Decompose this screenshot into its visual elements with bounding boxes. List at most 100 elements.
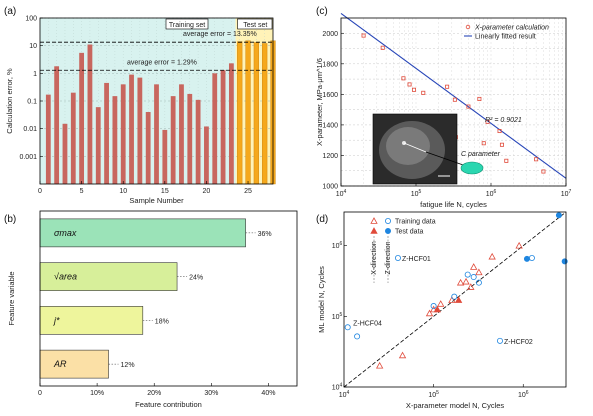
y-tick-label: 1800: [322, 61, 338, 68]
x-tick-label: 104: [339, 390, 350, 399]
x-tick-label: 20: [203, 188, 211, 195]
data-point: [429, 305, 438, 313]
panel-c: (c) X-parameter calculation Linearly fit…: [315, 6, 572, 209]
panel-c-frame: [340, 17, 567, 187]
data-point: [354, 333, 361, 340]
data-point: [451, 293, 458, 300]
panel-b-ylabel: Feature variable: [7, 271, 16, 325]
train-bar: [45, 94, 51, 184]
legend-fit: Linearly fitted result: [475, 34, 536, 41]
c-parameter-annotation: C parameter: [461, 151, 501, 158]
x-tick-label: 10%: [90, 390, 104, 397]
train-bar: [195, 99, 201, 184]
c-parameter-shape: [460, 161, 484, 175]
data-point: [401, 76, 406, 81]
panel-c-label: (c): [316, 6, 328, 17]
train-bar: [137, 77, 143, 184]
train-bar: [70, 92, 76, 184]
data-point: [470, 263, 478, 270]
data-point: [515, 241, 523, 249]
data-point: [344, 324, 351, 331]
panel-d-label: (d): [316, 214, 328, 225]
annotation-z-hcf01: Z-HCF01: [402, 256, 431, 263]
value-label: 24%: [189, 275, 203, 282]
x-tick-label: 104: [336, 189, 347, 198]
panel-d-ylabel: ML model N, Cycles: [317, 266, 326, 333]
annotation-z-hcf02: Z-HCF02: [504, 339, 533, 346]
data-point: [433, 305, 442, 313]
data-point: [456, 278, 465, 286]
data-point: [523, 255, 530, 262]
y-tick-label: 0.01: [23, 126, 37, 133]
data-point: [504, 158, 509, 163]
panel-a-ylabel: Calculation error, %: [5, 68, 14, 134]
fracture-image-inset: [372, 113, 484, 185]
panel-b: (b) 36% σmax 24% √area 18% j* 12% AR 0 10% 20% 30%…: [4, 210, 298, 409]
panel-d-frame: [343, 211, 567, 388]
x-tick-label: 25: [244, 188, 252, 195]
x-tick-label: 10: [119, 188, 127, 195]
data-point: [380, 45, 385, 50]
feature-label: AR: [53, 359, 67, 369]
legend-training: Training data: [395, 219, 436, 226]
panel-a-ticks: 0.001 0.01 0.1 1 10 100 0 5 10 15 20 25: [19, 16, 252, 196]
panel-b-label: (b): [4, 214, 16, 225]
x-tick-label: 105: [428, 390, 439, 399]
train-bar: [204, 126, 209, 184]
panel-b-xlabel: Feature contribution: [135, 400, 202, 409]
test-bar: [245, 40, 251, 185]
legend-marker: [384, 217, 391, 224]
panel-a-xlabel: Sample Number: [129, 196, 184, 205]
feature-label: σmax: [54, 228, 77, 238]
train-bar: [95, 107, 101, 184]
fracture-zone: [386, 127, 430, 165]
train-bar: [112, 96, 118, 184]
panel-a-label: (a): [4, 6, 16, 17]
train-bar: [212, 73, 218, 184]
x-tick-label: 106: [486, 189, 497, 198]
panel-d-legend: Training data Test data X-direction Z-direc…: [370, 217, 436, 283]
x-tick-label: 15: [161, 188, 169, 195]
panel-b-bars: 36% σmax 24% √area 18% j* 12% AR: [39, 218, 272, 379]
data-point: [411, 87, 416, 92]
test-label-frame: [237, 18, 273, 30]
test-bar: [237, 41, 243, 185]
feature-label: j*: [53, 315, 60, 325]
train-bar: [54, 66, 60, 184]
x-tick-label: 107: [561, 189, 572, 198]
legend-z-direction: Z-direction: [385, 241, 392, 274]
train-bar: [162, 129, 168, 184]
train-bar: [220, 70, 226, 184]
panel-d-xlabel: X-parameter model N, Cycles: [406, 401, 505, 410]
data-point: [541, 169, 546, 174]
train-bar: [79, 52, 85, 185]
y-tick-label: 1600: [322, 92, 338, 99]
y-tick-label: 104: [332, 383, 343, 392]
legend-calc: X-parameter calculation: [474, 25, 549, 32]
data-point: [475, 268, 483, 276]
data-point: [445, 84, 450, 89]
train-bar: [228, 63, 234, 184]
train-bar: [87, 44, 93, 184]
data-point: [481, 141, 486, 146]
fit-line: [340, 12, 567, 179]
legend-marker: [384, 227, 391, 234]
x-tick-label: 0: [38, 390, 42, 397]
annotation-test-avg: average error = 13.35%: [183, 31, 257, 38]
x-tick-label: 40%: [261, 390, 275, 397]
data-point: [452, 97, 457, 102]
panel-a: (a) average error = 1.29% average error …: [4, 6, 276, 205]
panel-c-xlabel: fatigue life N, cycles: [420, 200, 487, 209]
panel-b-ticks: 0 10% 20% 30% 40%: [38, 383, 275, 397]
y-tick-label: 10: [29, 43, 37, 50]
panel-c-legend: X-parameter calculation Linearly fitted …: [464, 25, 549, 41]
x-tick-label: 20%: [147, 390, 161, 397]
y-tick-label: 100: [25, 16, 37, 23]
y-tick-label: 0.1: [27, 99, 37, 106]
feature-bar: [39, 349, 109, 379]
y-tick-label: 1: [33, 71, 37, 78]
training-label-frame: [165, 18, 209, 30]
data-point: [475, 279, 482, 286]
y-tick-label: 0.001: [19, 154, 37, 161]
data-point: [485, 119, 490, 124]
